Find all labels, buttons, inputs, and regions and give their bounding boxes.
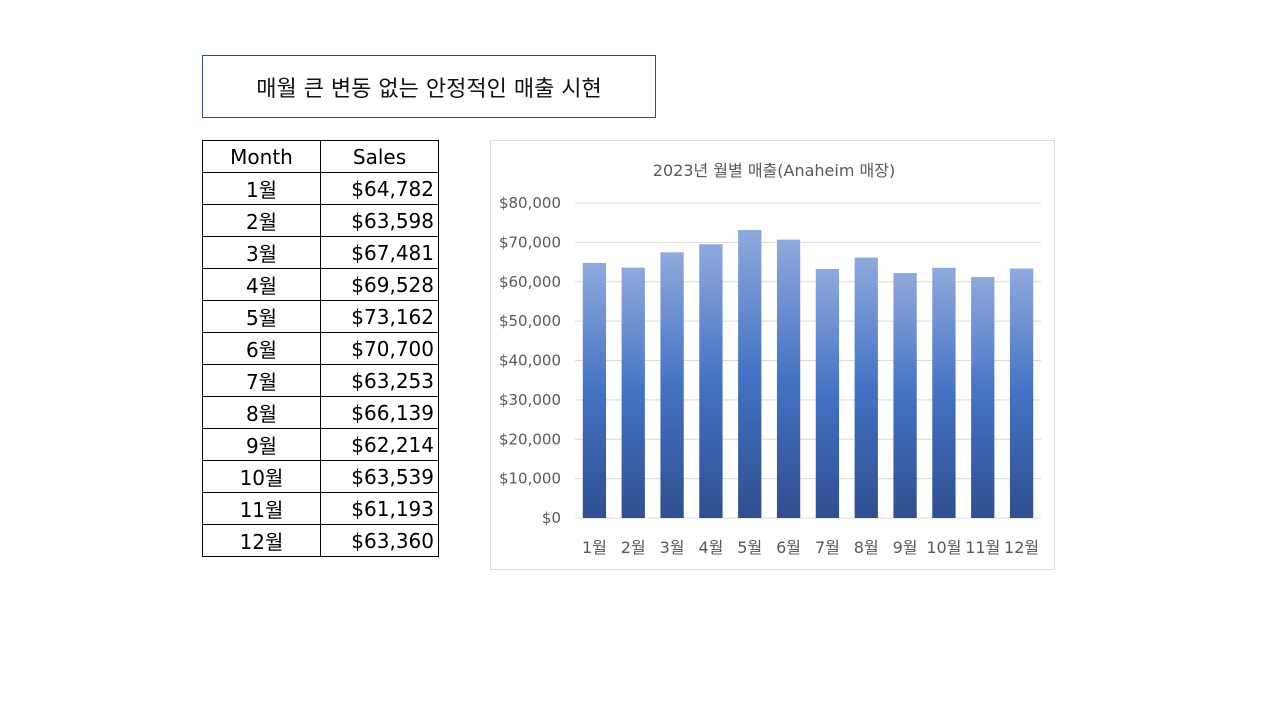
sales-cell: $61,193 xyxy=(320,492,439,525)
y-axis-ticks: $0 $10,000 $20,000 $30,000 $40,000 $50,000 $60… xyxy=(499,194,561,527)
bar-chart: 2023년 월별 매출(Anaheim 매장) $0 $10,000 $20,000… xyxy=(499,161,1041,557)
x-tick-label: 7월 xyxy=(815,538,840,557)
month-cell: 7월 xyxy=(202,364,321,397)
x-tick-label: 8월 xyxy=(854,538,879,557)
x-tick-label: 5월 xyxy=(737,538,762,557)
month-cell: 8월 xyxy=(202,396,321,429)
sales-cell: $62,214 xyxy=(320,428,439,461)
bar-11 xyxy=(971,277,995,518)
x-tick-label: 4월 xyxy=(698,538,723,557)
month-cell: 2월 xyxy=(202,204,321,237)
table-row: 6월 $70,700 xyxy=(202,332,439,365)
bar-10 xyxy=(932,267,956,518)
month-cell: 10월 xyxy=(202,460,321,493)
sales-cell: $63,253 xyxy=(320,364,439,397)
bar-3 xyxy=(660,252,684,518)
table-row: 11월 $61,193 xyxy=(202,492,439,525)
bar-4 xyxy=(699,244,723,518)
bar-2 xyxy=(621,267,645,518)
slide-heading: 매월 큰 변동 없는 안정적인 매출 시현 xyxy=(202,55,656,118)
bars xyxy=(582,229,1034,518)
x-axis-labels: 1월 2월 3월 4월 5월 6월 7월 8월 9월 10월 11월 12월 xyxy=(582,538,1039,557)
y-tick-label: $60,000 xyxy=(499,273,561,291)
month-cell: 5월 xyxy=(202,300,321,333)
table-row: 2월 $63,598 xyxy=(202,204,439,237)
header-sales: Sales xyxy=(320,140,439,173)
bar-8 xyxy=(854,257,878,518)
month-cell: 4월 xyxy=(202,268,321,301)
x-tick-label: 6월 xyxy=(776,538,801,557)
bar-9 xyxy=(893,273,917,518)
bar-6 xyxy=(776,239,801,518)
chart-container: 2023년 월별 매출(Anaheim 매장) $0 $10,000 $20,000… xyxy=(490,140,1055,570)
table-row: 12월 $63,360 xyxy=(202,524,439,557)
x-tick-label: 1월 xyxy=(582,538,607,557)
sales-cell: $63,598 xyxy=(320,204,439,237)
sales-cell: $69,528 xyxy=(320,268,439,301)
y-tick-label: $10,000 xyxy=(499,470,561,488)
bar-5 xyxy=(738,229,762,518)
sales-cell: $63,360 xyxy=(320,524,439,557)
table-row: 7월 $63,253 xyxy=(202,364,439,397)
x-tick-label: 3월 xyxy=(660,538,685,557)
y-tick-label: $40,000 xyxy=(499,352,561,370)
sales-cell: $67,481 xyxy=(320,236,439,269)
month-cell: 6월 xyxy=(202,332,321,365)
month-cell: 12월 xyxy=(202,524,321,557)
sales-cell: $73,162 xyxy=(320,300,439,333)
y-tick-label: $30,000 xyxy=(499,391,561,409)
x-tick-label: 12월 xyxy=(1004,538,1039,557)
y-tick-label: $70,000 xyxy=(499,233,561,251)
month-cell: 9월 xyxy=(202,428,321,461)
y-tick-label: $80,000 xyxy=(499,194,561,212)
table-header-row: Month Sales xyxy=(202,140,439,173)
month-cell: 1월 xyxy=(202,172,321,205)
y-tick-label: $50,000 xyxy=(499,312,561,330)
y-tick-label: $20,000 xyxy=(499,430,561,448)
table-row: 10월 $63,539 xyxy=(202,460,439,493)
y-tick-label: $0 xyxy=(542,509,561,527)
x-tick-label: 10월 xyxy=(926,538,961,557)
table-row: 8월 $66,139 xyxy=(202,396,439,429)
table-row: 1월 $64,782 xyxy=(202,172,439,205)
table-row: 9월 $62,214 xyxy=(202,428,439,461)
sales-table: Month Sales 1월 $64,782 2월 $63,598 3월 $67,481 4… xyxy=(202,140,439,557)
table-row: 3월 $67,481 xyxy=(202,236,439,269)
sales-cell: $63,539 xyxy=(320,460,439,493)
month-cell: 11월 xyxy=(202,492,321,525)
bar-12 xyxy=(1009,268,1034,518)
x-tick-label: 9월 xyxy=(893,538,918,557)
sales-cell: $64,782 xyxy=(320,172,439,205)
month-cell: 3월 xyxy=(202,236,321,269)
sales-cell: $66,139 xyxy=(320,396,439,429)
gridlines xyxy=(575,202,1041,519)
bar-7 xyxy=(815,268,840,518)
header-month: Month xyxy=(202,140,321,173)
x-tick-label: 11월 xyxy=(965,538,1000,557)
chart-title: 2023년 월별 매출(Anaheim 매장) xyxy=(653,161,895,180)
table-body: 1월 $64,782 2월 $63,598 3월 $67,481 4월 $69,528 5월 $7… xyxy=(202,172,439,557)
bar-1 xyxy=(582,262,607,518)
table-row: 4월 $69,528 xyxy=(202,268,439,301)
slide-heading-text: 매월 큰 변동 없는 안정적인 매출 시현 xyxy=(256,76,602,102)
table-row: 5월 $73,162 xyxy=(202,300,439,333)
x-tick-label: 2월 xyxy=(621,538,646,557)
sales-cell: $70,700 xyxy=(320,332,439,365)
